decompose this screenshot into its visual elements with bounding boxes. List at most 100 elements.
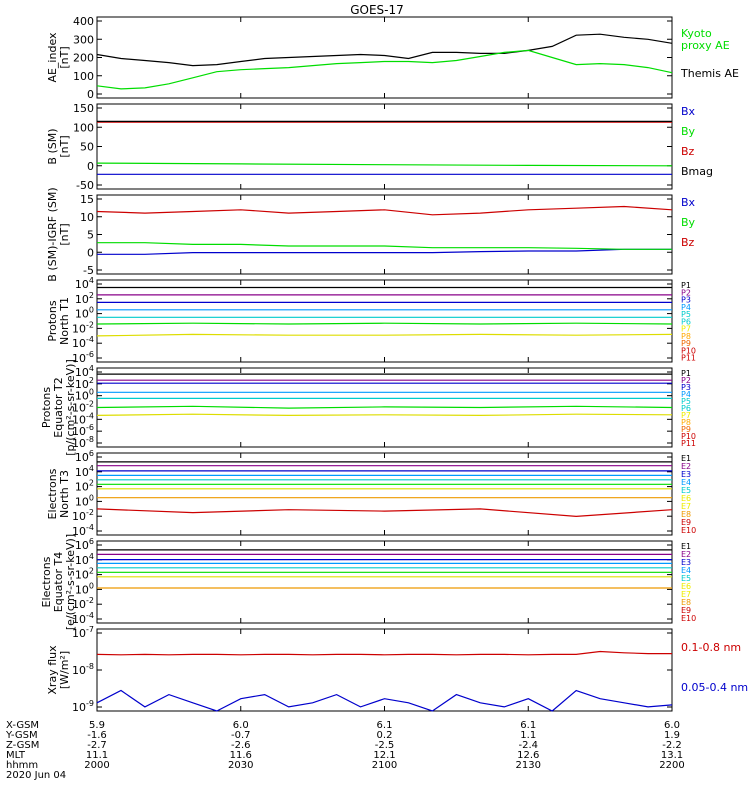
- ephemeris-date: 2020 Jun 04: [6, 770, 66, 781]
- legend-entry: E7: [681, 502, 691, 511]
- series-kyoto-proxy-ae: [96, 49, 673, 90]
- series-by: [97, 242, 672, 250]
- y-axis-label: Protons: [46, 300, 59, 341]
- y-axis-label: Electrons: [40, 556, 53, 607]
- legend-entry: E10: [681, 614, 696, 623]
- legend-entry: P10: [681, 432, 696, 441]
- ephemeris-value: -2.7: [87, 740, 107, 751]
- ephemeris-row-label: hhmm: [6, 760, 38, 771]
- y-tick-label: 300: [73, 33, 94, 46]
- legend-entry: 0.05-0.4 nm: [681, 681, 748, 694]
- legend-entry: By: [681, 216, 696, 229]
- legend-entry: Themis AE: [680, 67, 739, 80]
- ephemeris-value: 2030: [228, 760, 253, 771]
- ephemeris-value: 6.0: [233, 720, 249, 731]
- y-axis-label: Equator T2: [52, 377, 65, 437]
- legend-entry: E8: [681, 598, 691, 607]
- legend-entry: E9: [681, 518, 691, 527]
- legend-entry: 0.1-0.8 nm: [681, 641, 741, 654]
- y-axis-label: B (SM)-IGRF (SM): [46, 187, 59, 281]
- legend-entry: E2: [681, 462, 691, 471]
- ephemeris-row-label: MLT: [6, 750, 26, 761]
- y-tick-label: 100: [73, 70, 94, 83]
- legend-entry: P10: [681, 346, 696, 355]
- legend-entry: E4: [681, 478, 691, 487]
- ephemeris-value: 2130: [516, 760, 541, 771]
- y-axis-label: B (SM): [46, 128, 59, 164]
- y-axis-label: Protons: [40, 387, 53, 428]
- ephemeris-value: 1.9: [664, 730, 680, 741]
- legend-entry: P2: [681, 288, 691, 297]
- series-0-05-0-4-nm: [96, 689, 673, 712]
- series-bx: [97, 248, 672, 255]
- ephemeris-value: 2000: [84, 760, 109, 771]
- ephemeris-value: 12.6: [517, 750, 539, 761]
- y-axis-label: [nT]: [58, 46, 71, 68]
- ephemeris-row-label: Y-GSM: [5, 730, 38, 741]
- legend-entry: P9: [681, 425, 691, 434]
- ephemeris-value: -2.6: [231, 740, 251, 751]
- legend-entry: By: [681, 125, 696, 138]
- series-by: [96, 162, 673, 167]
- legend-entry: E5: [681, 574, 691, 583]
- ephemeris-value: 5.9: [89, 720, 105, 731]
- legend-entry: P8: [681, 418, 691, 427]
- panel-3: 15 10 5 0 -5 B (SM)-IGRF (SM) [nT] Bx By Bz: [46, 187, 696, 281]
- legend-entry: P1: [681, 281, 691, 290]
- legend-entry: P1: [681, 369, 691, 378]
- legend-entry: Bz: [681, 145, 695, 158]
- y-axis-label: North T3: [58, 470, 71, 518]
- y-axis-label: North T1: [58, 297, 71, 345]
- legend-entry: P6: [681, 317, 691, 326]
- ephemeris-value: 2100: [372, 760, 397, 771]
- legend-entry: P6: [681, 404, 691, 413]
- legend-entry: E7: [681, 590, 691, 599]
- legend-entry: Bmag: [681, 165, 713, 178]
- series-bz: [96, 205, 673, 216]
- y-axis-label: AE_index: [46, 32, 59, 83]
- ephemeris-value: 6.0: [664, 720, 680, 731]
- ephemeris-value: 1.1: [520, 730, 536, 741]
- series-0-1-0-8-nm: [96, 650, 672, 656]
- series-themis-ae: [96, 33, 673, 67]
- legend-entry: P11: [681, 354, 696, 363]
- legend-entry: Bx: [681, 196, 696, 209]
- y-tick-label: -50: [76, 179, 94, 192]
- legend-entry: P2: [681, 376, 691, 385]
- ephemeris-value: 13.1: [661, 750, 683, 761]
- series-p7: [96, 333, 673, 337]
- legend-entry: proxy AE: [681, 39, 730, 52]
- legend-entry: E5: [681, 486, 691, 495]
- y-axis-label: Equator T4: [52, 552, 65, 612]
- y-axis-label: [nT]: [58, 135, 71, 157]
- legend-entry: P4: [681, 303, 691, 312]
- legend-entry: Bz: [681, 236, 695, 249]
- y-tick-label: 0: [87, 160, 94, 173]
- y-axis-label: [p/(cm²-s-sr-keV)]: [64, 359, 77, 456]
- y-tick-label: -5: [83, 264, 94, 277]
- legend-entry: E3: [681, 470, 691, 479]
- legend-entry: Bx: [681, 105, 696, 118]
- legend-entry: E6: [681, 494, 691, 503]
- y-tick-label: 200: [73, 52, 94, 65]
- legend-entry: E6: [681, 582, 691, 591]
- y-tick-label: 400: [73, 15, 94, 28]
- series-p7: [96, 413, 673, 417]
- ephemeris-value: 12.1: [373, 750, 395, 761]
- ephemeris-value: 6.1: [377, 720, 393, 731]
- series-p6: [96, 405, 673, 409]
- ephemeris-value: 6.1: [520, 720, 536, 731]
- y-tick-label: 50: [80, 141, 94, 154]
- ephemeris-value: -2.2: [662, 740, 682, 751]
- y-axis-label: [W/m²]: [58, 651, 71, 689]
- legend-entry: E2: [681, 550, 691, 559]
- ephemeris-value: -2.5: [375, 740, 395, 751]
- legend-entry: E1: [681, 542, 691, 551]
- y-axis-label: Xray flux: [46, 645, 59, 695]
- legend-entry: E10: [681, 526, 696, 535]
